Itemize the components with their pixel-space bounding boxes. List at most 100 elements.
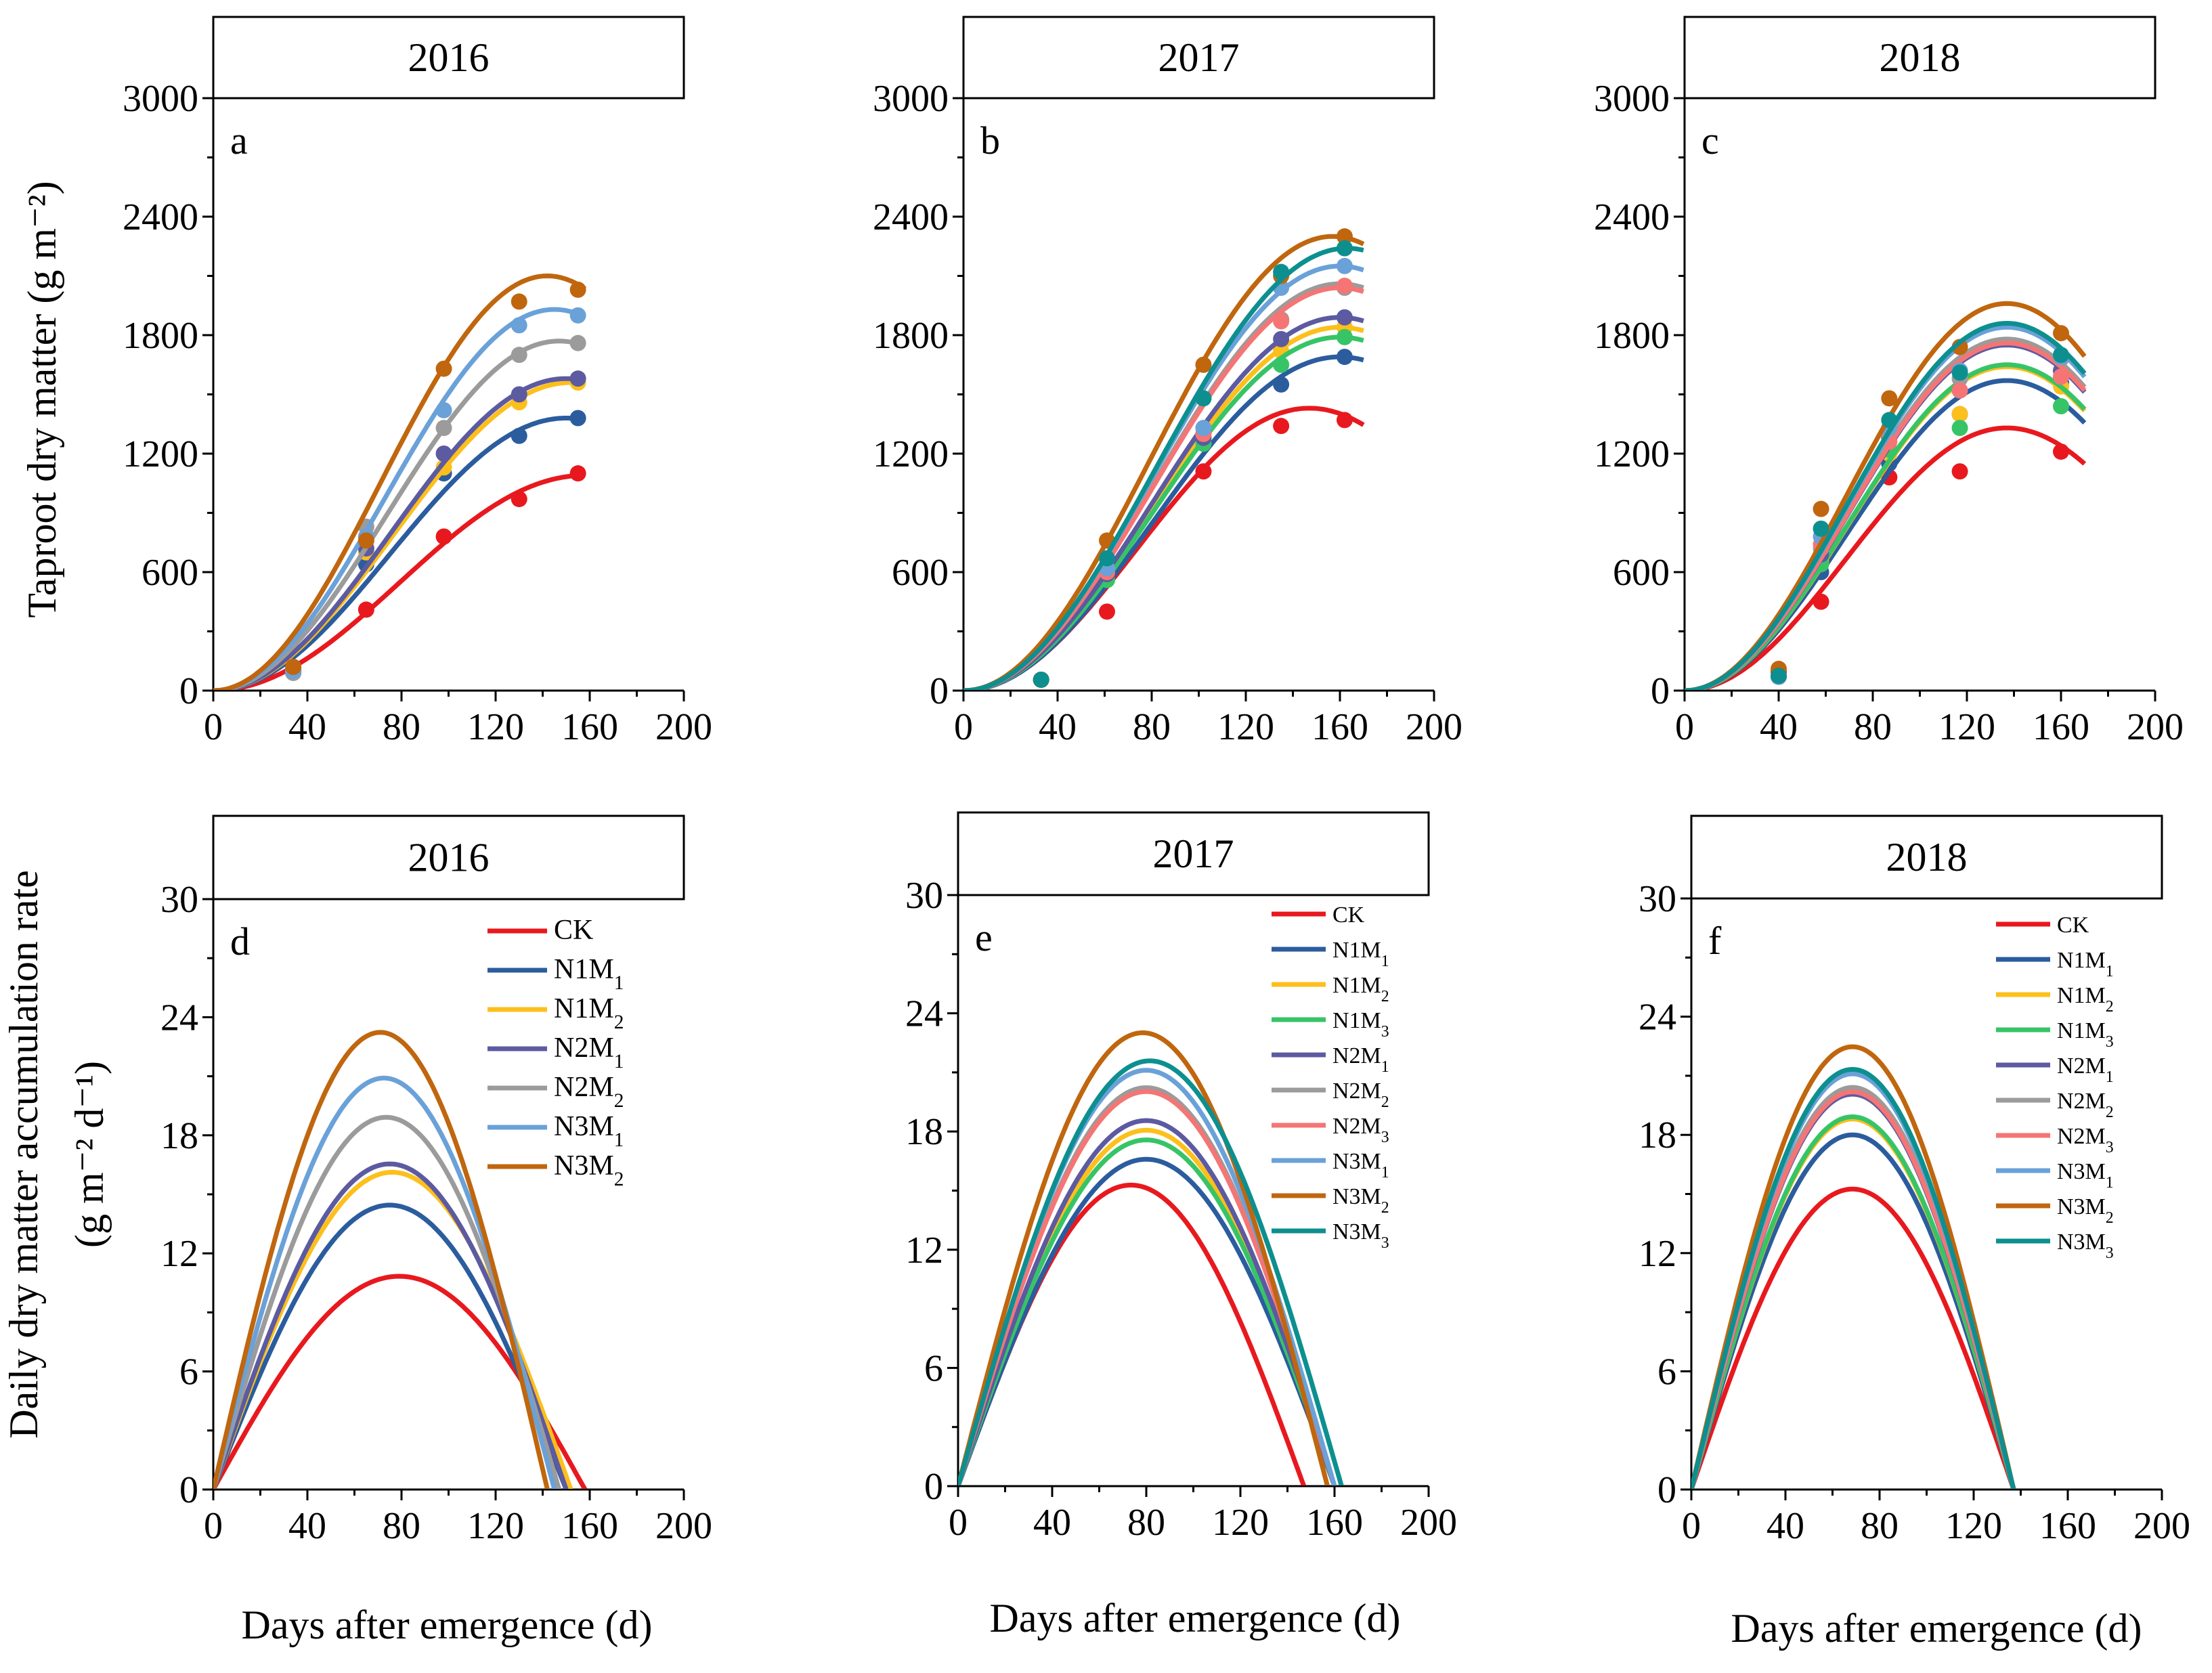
plot-area xyxy=(1691,1044,2016,1489)
x-tick-label: 160 xyxy=(2033,706,2089,748)
y-tick-label: 1200 xyxy=(1594,433,1670,475)
legend-label-n3m1: N3M1 xyxy=(1332,1149,1389,1181)
x-tick-label: 0 xyxy=(204,1505,223,1547)
x-tick-label: 200 xyxy=(1400,1502,1457,1544)
data-point-n1m3 xyxy=(1273,356,1290,373)
year-header-box xyxy=(1683,16,2156,100)
x-tick-label: 80 xyxy=(383,706,420,748)
data-point-n2m1 xyxy=(1336,309,1353,326)
y-tick-label: 0 xyxy=(179,670,198,712)
year-header-box xyxy=(957,811,1430,896)
data-point-n3m2 xyxy=(1336,228,1353,245)
legend-label-n1m2: N1M2 xyxy=(2057,983,2114,1016)
data-point-ck xyxy=(569,465,586,482)
series-line-n2m3 xyxy=(958,1089,1337,1485)
x-tick-label: 200 xyxy=(1406,706,1462,748)
series-line-n3m1 xyxy=(963,263,1364,690)
x-tick-label: 80 xyxy=(1861,1505,1899,1547)
x-tick-label: 120 xyxy=(1212,1502,1269,1544)
panel-letter-f: f xyxy=(1708,919,1722,963)
x-axis-title-e: Days after emergence (d) xyxy=(990,1596,1401,1641)
legend-label-n2m3: N2M3 xyxy=(2057,1124,2114,1156)
y-tick-label: 1200 xyxy=(123,433,198,475)
data-point-n3m3 xyxy=(1033,671,1049,688)
data-point-n3m3 xyxy=(1881,412,1898,429)
panel-letter-a: a xyxy=(230,118,248,162)
y-tick-label: 12 xyxy=(160,1233,198,1275)
panel-letter-d: d xyxy=(230,919,250,963)
x-tick-label: 200 xyxy=(2127,706,2184,748)
legend-label-n1m3: N1M3 xyxy=(1332,1008,1389,1041)
y-tick-label: 2400 xyxy=(123,196,198,238)
legend-label-n1m3: N1M3 xyxy=(2057,1018,2114,1051)
series-line-n3m2 xyxy=(213,1030,550,1489)
y-axis-title-bottom-line2: (g m⁻² d⁻¹) xyxy=(67,1061,112,1248)
legend-label-n3m1: N3M1 xyxy=(554,1111,624,1151)
y-tick-label: 3000 xyxy=(1594,78,1670,120)
data-point-ck xyxy=(1273,418,1290,435)
data-point-ck xyxy=(1951,463,1968,480)
data-point-n2m1 xyxy=(569,370,586,387)
legend-label-ck: CK xyxy=(2057,913,2089,938)
data-point-n3m3 xyxy=(1336,240,1353,257)
panel-letter-c: c xyxy=(1701,118,1719,162)
series-line-n1m1 xyxy=(213,1202,569,1489)
x-tick-label: 40 xyxy=(288,706,326,748)
data-point-n3m3 xyxy=(1195,390,1212,407)
y-tick-label: 18 xyxy=(905,1111,943,1153)
series-line-n1m2 xyxy=(213,1169,573,1489)
legend-label-n2m2: N2M2 xyxy=(1332,1079,1389,1111)
x-tick-label: 120 xyxy=(1217,706,1274,748)
x-tick-label: 160 xyxy=(561,1505,618,1547)
year-label: 2018 xyxy=(1880,35,1961,80)
y-tick-label: 2400 xyxy=(873,196,949,238)
chart-panel-a: 2016 0 600 1200 1800 2400 3000 0 40 80 120 160 200 a xyxy=(123,16,712,748)
year-header-box xyxy=(212,814,685,900)
y-tick-label: 24 xyxy=(905,993,943,1035)
data-point-ck xyxy=(1195,463,1212,480)
plot-area xyxy=(958,1030,1344,1485)
data-point-n3m2 xyxy=(1195,356,1212,373)
series-line-n3m2 xyxy=(958,1030,1330,1485)
legend-label-ck: CK xyxy=(1332,903,1365,928)
data-point-ck xyxy=(435,528,452,545)
data-point-n3m2 xyxy=(357,532,374,549)
data-point-n3m3 xyxy=(1273,263,1290,280)
y-tick-label: 2400 xyxy=(1594,196,1670,238)
legend-label-n1m1: N1M1 xyxy=(554,954,624,994)
x-tick-label: 120 xyxy=(1938,706,1995,748)
legend-label-n3m2: N3M2 xyxy=(554,1150,624,1190)
year-label: 2017 xyxy=(1158,35,1240,80)
data-point-n3m3 xyxy=(1813,520,1829,537)
legend-label-n2m2: N2M2 xyxy=(554,1072,624,1112)
data-point-n3m1 xyxy=(1336,257,1353,274)
data-point-n2m3 xyxy=(2053,368,2069,385)
data-point-n2m2 xyxy=(435,420,452,437)
data-point-n2m2 xyxy=(569,334,586,351)
data-point-n2m1 xyxy=(1273,330,1290,347)
data-point-n3m3 xyxy=(1951,364,1968,381)
x-tick-label: 120 xyxy=(1945,1505,2002,1547)
series-line-n1m2 xyxy=(213,380,586,690)
y-tick-label: 3000 xyxy=(123,78,198,120)
x-tick-label: 0 xyxy=(954,706,973,748)
y-axis-title-bottom-line1: Daily dry matter accumulation rate xyxy=(1,870,46,1439)
x-tick-label: 40 xyxy=(288,1505,326,1547)
series-line-n3m3 xyxy=(963,246,1364,690)
x-tick-label: 160 xyxy=(561,706,618,748)
plot-area xyxy=(1685,301,2087,690)
y-tick-label: 18 xyxy=(160,1115,198,1157)
x-tick-label: 120 xyxy=(467,706,524,748)
x-axis-title-d: Days after emergence (d) xyxy=(242,1603,653,1647)
year-header-box xyxy=(962,16,1435,100)
x-axis-title-f: Days after emergence (d) xyxy=(1731,1606,2142,1651)
series-line-n3m2 xyxy=(963,234,1365,690)
x-tick-label: 0 xyxy=(204,706,223,748)
y-tick-label: 24 xyxy=(160,997,198,1039)
year-header-box xyxy=(1690,814,2163,900)
x-tick-label: 40 xyxy=(1766,1505,1804,1547)
year-header-box xyxy=(212,16,685,100)
legend-label-n2m3: N2M3 xyxy=(1332,1114,1389,1146)
